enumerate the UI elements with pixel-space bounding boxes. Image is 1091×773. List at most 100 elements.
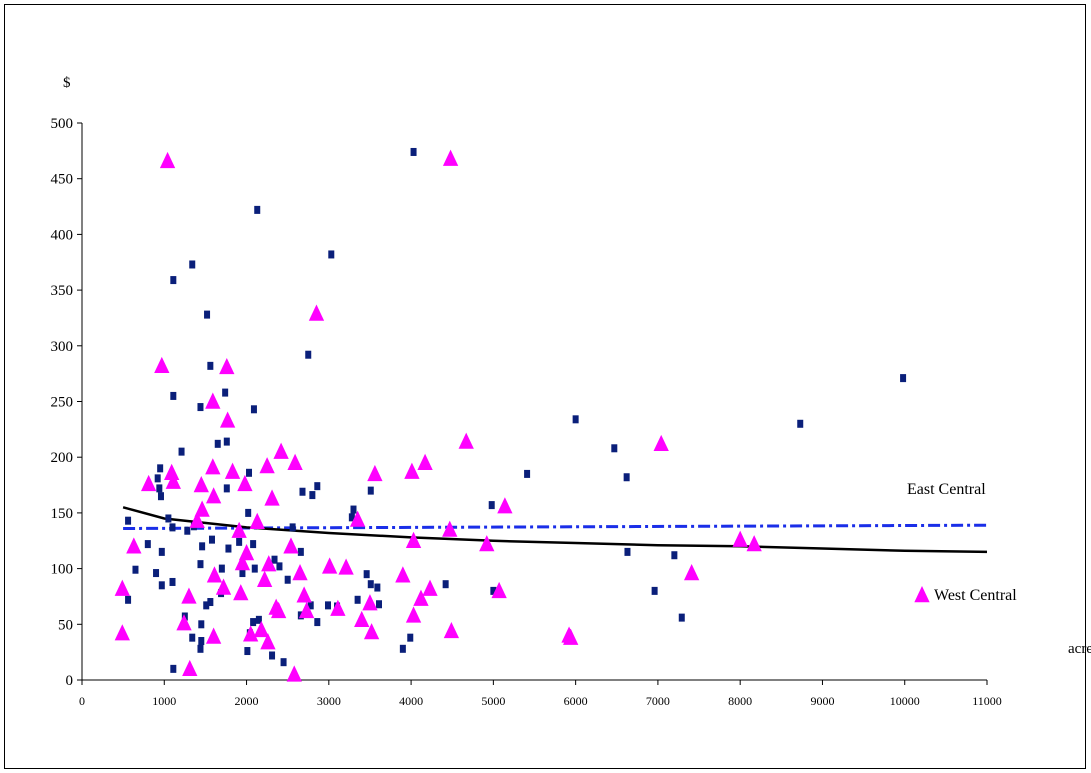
east-central-point bbox=[189, 633, 196, 642]
east-central-point bbox=[671, 551, 678, 560]
west-central-point bbox=[683, 564, 700, 581]
east-central-point bbox=[297, 547, 304, 556]
east-central-point bbox=[250, 618, 257, 627]
east-central-point bbox=[250, 405, 257, 414]
west-central-legend: West Central bbox=[914, 586, 1017, 604]
east-central-point bbox=[225, 544, 232, 553]
east-central-point bbox=[170, 276, 177, 285]
east-central-point bbox=[198, 620, 205, 629]
west-central-point bbox=[442, 149, 459, 166]
west-central-point bbox=[283, 537, 299, 554]
x-tick-label: 11000 bbox=[972, 694, 1002, 708]
west-central-point bbox=[563, 628, 579, 645]
east-central-point bbox=[488, 501, 495, 510]
east-central-point bbox=[189, 260, 196, 269]
west-central-point bbox=[264, 489, 280, 506]
west-central-point bbox=[653, 434, 669, 452]
east-central-point bbox=[651, 586, 658, 595]
east-central-point bbox=[223, 437, 230, 446]
east-central-point bbox=[276, 562, 283, 571]
west-central-point bbox=[114, 579, 130, 596]
east-central-point bbox=[222, 388, 229, 397]
east-central-point bbox=[350, 505, 357, 514]
east-central-annotation: East Central bbox=[907, 481, 986, 498]
east-central-point bbox=[328, 250, 335, 259]
west-central-point bbox=[338, 558, 354, 575]
west-central-point bbox=[404, 462, 420, 479]
east-central-point bbox=[169, 577, 176, 586]
east-central-point bbox=[280, 658, 287, 667]
west-central-point bbox=[224, 462, 241, 479]
west-central-point bbox=[205, 487, 222, 504]
east-central-point bbox=[305, 350, 312, 359]
west-central-point bbox=[746, 535, 762, 552]
east-central-point bbox=[251, 564, 258, 573]
west-central-point bbox=[260, 633, 276, 650]
west-central-point bbox=[182, 659, 198, 677]
x-tick-label: 3000 bbox=[317, 694, 341, 708]
west-central-point bbox=[194, 500, 210, 517]
x-tick-label: 6000 bbox=[564, 694, 588, 708]
east-central-point bbox=[199, 542, 206, 551]
west-central-point bbox=[405, 531, 422, 548]
west-central-point bbox=[270, 601, 287, 619]
east-central-point bbox=[314, 618, 321, 627]
east-central-point bbox=[254, 205, 261, 214]
west-central-point bbox=[238, 544, 255, 561]
west-central-point bbox=[458, 432, 474, 449]
west-central-point bbox=[205, 392, 221, 409]
y-tick-label: 500 bbox=[51, 116, 74, 132]
west-central-point bbox=[286, 665, 302, 682]
east-central-point bbox=[132, 565, 139, 574]
west-central-point bbox=[140, 474, 157, 492]
east-central-point bbox=[223, 484, 230, 493]
trend-lines bbox=[122, 506, 988, 554]
east-central-point bbox=[153, 569, 160, 578]
west-central-point bbox=[395, 566, 411, 583]
east-central-point bbox=[158, 547, 165, 556]
west-central-point bbox=[296, 586, 312, 603]
west-central-point bbox=[273, 442, 289, 459]
east-central-point bbox=[170, 391, 177, 400]
x-tick-label: 10000 bbox=[890, 694, 920, 708]
x-tick-label: 0 bbox=[79, 694, 85, 708]
west-central-point bbox=[164, 463, 180, 480]
east-central-point bbox=[367, 486, 374, 495]
y-axis-label: $ bbox=[63, 75, 71, 91]
west-central-point bbox=[176, 614, 192, 631]
east-central-point bbox=[156, 484, 163, 493]
east-central-point bbox=[623, 473, 630, 482]
west-central-point bbox=[308, 304, 325, 321]
west-central-trendline bbox=[122, 506, 988, 554]
east-central-point bbox=[198, 637, 205, 646]
west-central-point bbox=[422, 579, 438, 596]
east-central-point bbox=[374, 583, 381, 592]
east-central-point bbox=[354, 595, 361, 604]
east-central-point bbox=[169, 523, 176, 532]
west-central-point bbox=[253, 620, 270, 638]
y-tick-label: 350 bbox=[51, 283, 74, 299]
east-central-point bbox=[165, 514, 172, 523]
east-central-point bbox=[197, 403, 204, 412]
y-tick-label: 50 bbox=[58, 617, 73, 633]
east-central-point bbox=[410, 147, 417, 156]
east-central-point bbox=[289, 523, 296, 532]
east-central-point bbox=[407, 633, 414, 642]
east-central-point bbox=[125, 516, 132, 525]
east-central-point bbox=[246, 468, 253, 477]
east-central-point bbox=[158, 581, 165, 590]
west-central-point bbox=[491, 581, 507, 599]
west-central-point bbox=[249, 512, 265, 530]
west-central-point bbox=[206, 566, 223, 583]
west-central-point bbox=[497, 497, 513, 514]
west-central-point bbox=[237, 474, 253, 492]
y-tick-label: 150 bbox=[51, 506, 74, 522]
west-central-point bbox=[442, 520, 458, 537]
east-central-point bbox=[309, 491, 316, 500]
east-central-point bbox=[900, 374, 907, 383]
east-central-point bbox=[363, 570, 370, 579]
west-central-point bbox=[259, 457, 275, 474]
west-central-point bbox=[732, 530, 748, 547]
